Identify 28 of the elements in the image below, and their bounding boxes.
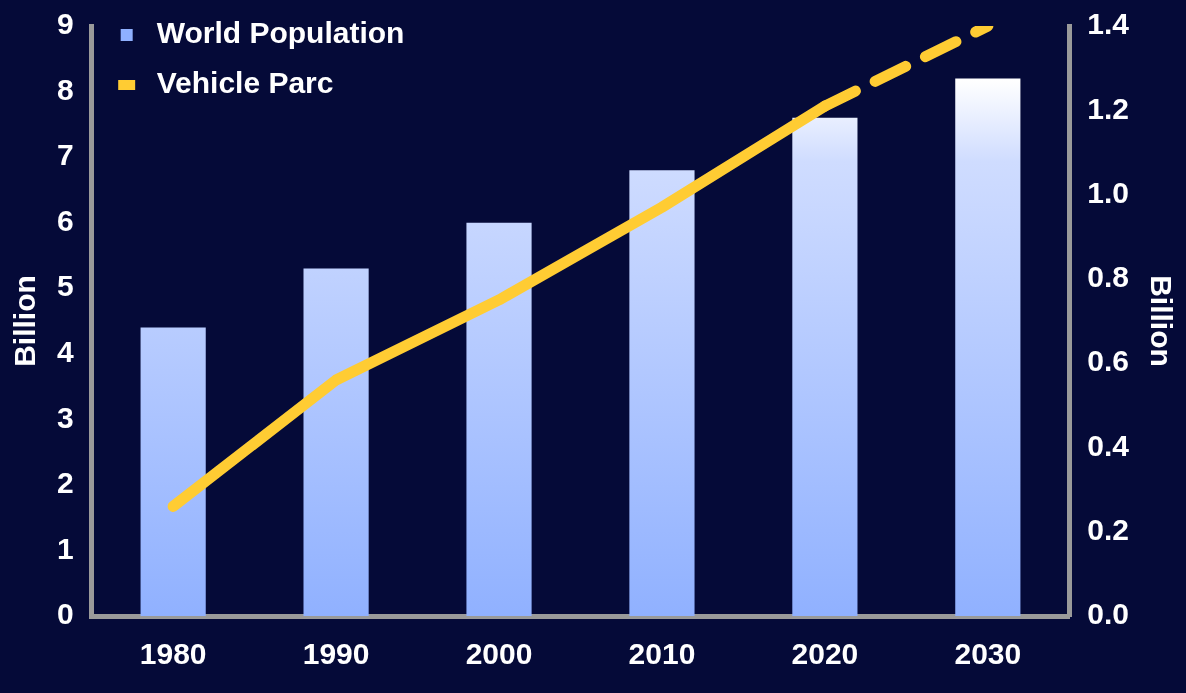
y-tick-label: 6 xyxy=(57,203,74,237)
x-tick-label: 2020 xyxy=(791,637,859,671)
y-tick-label: 1 xyxy=(57,531,74,565)
y2-tick-label: 0.8 xyxy=(1087,260,1130,294)
y2-tick-label: 0.6 xyxy=(1087,344,1130,378)
x-tick-label: 1980 xyxy=(139,637,207,671)
y-tick-label: 8 xyxy=(57,72,74,106)
y2-tick-label: 1.0 xyxy=(1087,175,1130,209)
y-tick-label: 9 xyxy=(57,7,74,41)
y2-tick-label: 1.4 xyxy=(1087,7,1130,41)
y2-axis-title: Billion xyxy=(1144,275,1178,367)
x-tick-label: 2010 xyxy=(628,637,696,671)
y2-tick-label: 1.2 xyxy=(1087,91,1130,125)
y-tick-label: 5 xyxy=(57,269,74,303)
y2-tick-label: 0.0 xyxy=(1087,597,1130,631)
y2-tick-label: 0.2 xyxy=(1087,512,1130,546)
y-axis-title: Billion xyxy=(8,275,42,367)
x-tick-label: 2000 xyxy=(465,637,533,671)
y-tick-label: 4 xyxy=(57,335,74,369)
x-tick-label: 2030 xyxy=(954,637,1022,671)
y-tick-label: 0 xyxy=(57,597,74,631)
legend-label: World Population xyxy=(156,16,405,50)
y-tick-label: 3 xyxy=(57,400,74,434)
legend-label: Vehicle Parc xyxy=(156,66,334,100)
y-tick-label: 2 xyxy=(57,466,74,500)
x-tick-label: 1990 xyxy=(302,637,370,671)
y2-tick-label: 0.4 xyxy=(1087,428,1130,462)
y-tick-label: 7 xyxy=(57,138,74,172)
